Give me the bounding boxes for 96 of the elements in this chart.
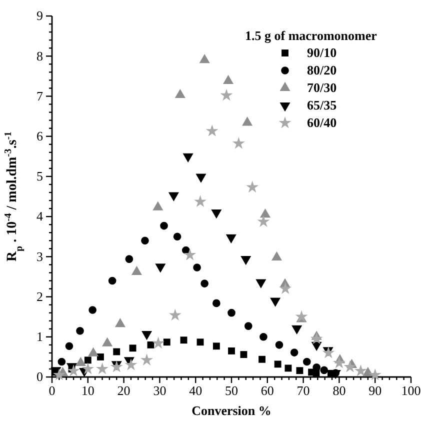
- y-tick-label: 5: [36, 168, 43, 184]
- point: [108, 276, 116, 285]
- point: [152, 201, 164, 210]
- x-tick-label: 10: [81, 383, 94, 398]
- point: [310, 332, 323, 344]
- point: [223, 74, 234, 84]
- x-tick-label: 70: [296, 383, 310, 398]
- point: [242, 116, 253, 126]
- point: [140, 354, 153, 366]
- y-tick-label: 8: [36, 48, 43, 64]
- x-tick-label: 0: [48, 383, 56, 398]
- point: [290, 348, 298, 356]
- point: [320, 366, 328, 374]
- x-tick-label: 40: [189, 383, 202, 398]
- point: [228, 347, 235, 354]
- point: [75, 356, 86, 366]
- point: [302, 358, 311, 366]
- y-tick-label: 1: [36, 329, 43, 344]
- y-tick-label: 0: [36, 369, 43, 384]
- y-tick-label: 4: [36, 208, 44, 224]
- point: [275, 341, 284, 349]
- point: [174, 88, 186, 98]
- point: [76, 326, 84, 335]
- point: [274, 360, 282, 368]
- legend-label: 90/10: [307, 45, 337, 60]
- point: [96, 362, 108, 374]
- point: [114, 318, 126, 328]
- point: [163, 338, 170, 346]
- point: [125, 255, 134, 263]
- point: [194, 195, 206, 208]
- point: [258, 356, 266, 363]
- point: [284, 364, 292, 372]
- point: [260, 332, 268, 341]
- point: [295, 310, 308, 322]
- point: [196, 338, 204, 346]
- point: [246, 180, 259, 193]
- legend-label: 65/35: [307, 98, 338, 112]
- point: [180, 336, 188, 344]
- point: [173, 232, 182, 241]
- point: [168, 308, 182, 321]
- point: [354, 364, 367, 376]
- x-axis-title: Conversion %: [192, 403, 272, 418]
- point: [152, 336, 164, 349]
- point: [199, 54, 210, 64]
- point: [279, 282, 292, 294]
- point: [88, 306, 96, 314]
- point: [184, 248, 196, 260]
- point: [220, 88, 233, 101]
- point: [232, 137, 245, 149]
- point: [368, 368, 382, 380]
- point: [212, 342, 220, 350]
- x-tick-label: 100: [401, 383, 421, 398]
- legend-label: 80/20: [307, 62, 337, 78]
- y-tick-label: 9: [36, 8, 43, 24]
- y-tick-label: 7: [36, 88, 44, 104]
- point: [67, 364, 80, 376]
- point: [193, 264, 201, 272]
- point: [131, 266, 142, 275]
- legend-label: 60/40: [307, 115, 337, 130]
- point: [141, 236, 149, 245]
- point: [65, 342, 74, 350]
- point: [102, 337, 113, 346]
- x-tick-label: 90: [368, 383, 382, 398]
- point: [244, 322, 252, 330]
- x-tick-label: 60: [260, 383, 274, 398]
- point: [52, 368, 66, 380]
- point: [257, 215, 270, 228]
- point: [200, 280, 208, 288]
- point: [113, 348, 120, 356]
- point: [212, 299, 220, 308]
- legend-label: 70/30: [307, 80, 337, 95]
- y-tick-label: 6: [36, 128, 44, 144]
- x-tick-label: 30: [153, 383, 166, 398]
- point: [228, 308, 236, 317]
- point: [82, 362, 94, 374]
- point: [296, 367, 304, 374]
- y-tick-label: 2: [36, 288, 43, 304]
- point: [97, 353, 104, 360]
- point: [124, 358, 138, 370]
- point: [271, 251, 282, 261]
- point: [240, 351, 248, 358]
- x-tick-label: 80: [332, 383, 346, 398]
- point: [129, 344, 136, 352]
- point: [58, 358, 66, 366]
- point: [84, 356, 92, 364]
- x-tick-label: 20: [117, 383, 130, 398]
- point: [344, 360, 356, 372]
- x-tick-label: 50: [225, 383, 238, 398]
- legend-title: 1.5 g of macromonomer: [245, 28, 378, 43]
- point: [260, 208, 271, 218]
- point: [332, 356, 346, 368]
- y-tick-label: 3: [36, 248, 43, 264]
- point: [206, 124, 218, 136]
- point: [88, 347, 99, 356]
- point: [160, 222, 168, 230]
- point: [147, 341, 154, 348]
